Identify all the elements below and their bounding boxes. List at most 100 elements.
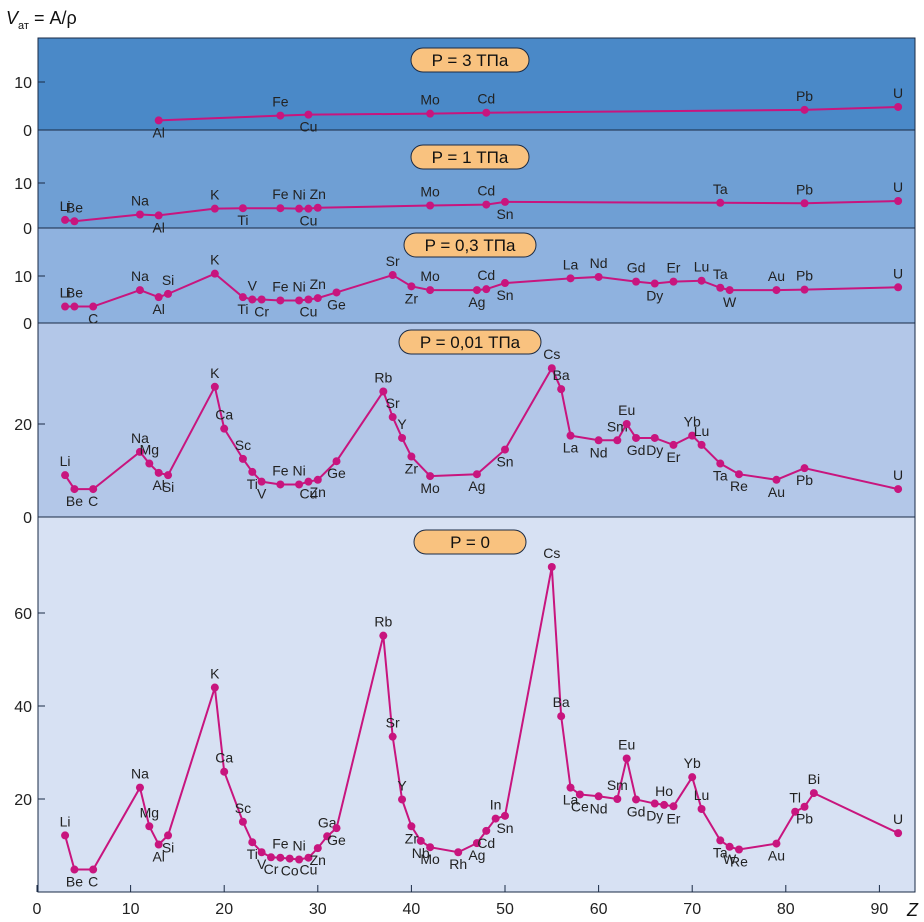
element-label: Cu [299,304,317,320]
data-point-ag [472,470,481,479]
element-label: U [893,811,903,827]
data-point-ag [472,839,481,848]
data-point-ag [472,286,481,295]
element-label: Au [768,484,785,500]
data-point-ni [295,480,304,489]
data-point-zn [313,203,322,212]
data-point-gd [632,277,641,286]
data-point-c [89,485,98,494]
x-axis-ticks: 0 10 20 30 40 50 60 70 80 90 [33,885,888,918]
x-axis-label: Z [906,900,919,920]
data-point-cs [547,562,556,571]
element-label: C [88,493,98,509]
element-label: Fe [272,836,289,852]
data-point-bi [809,789,818,798]
element-label: Lu [694,787,710,803]
element-label: Cr [254,304,269,320]
data-point-gd [632,795,641,804]
element-label: Dy [646,442,663,458]
element-label: V [257,856,267,872]
element-label: Yb [684,414,701,430]
data-point-cd [482,285,491,294]
data-point-cu [304,295,313,304]
element-label: Al [152,849,164,865]
element-label: Fe [272,94,289,110]
element-label: Be [66,199,83,215]
data-point-dy [650,433,659,442]
element-label: Ta [713,468,728,484]
data-point-re [735,845,743,854]
data-point-v [248,295,257,304]
element-label: Si [162,839,174,855]
x-tick-label: 0 [33,901,42,918]
data-point-v [257,477,266,486]
data-point-li [61,831,70,840]
data-point-mo [426,201,435,210]
element-label: Ba [553,367,570,383]
y-tick-label: 20 [14,792,32,809]
data-point-nd [594,436,603,445]
element-label: Mo [420,92,440,108]
y-tick-label: 20 [14,417,32,434]
data-point-w [725,286,734,295]
element-label: Al [152,124,164,140]
data-point-be [70,865,79,874]
element-label: Zn [310,186,326,202]
pressure-badge-label: P = 0,3 ТПа [425,236,516,255]
element-label: Eu [618,402,635,418]
element-label: Nd [590,444,608,460]
data-point-ge [332,824,341,833]
element-label: Cu [299,862,317,878]
element-label: Cd [477,183,495,199]
element-label: Sc [235,800,251,816]
pressure-badge-label: P = 1 ТПа [432,148,509,167]
element-label: C [88,874,98,890]
element-label: Al [152,477,164,493]
data-point-eu [622,420,631,428]
element-label: Be [66,493,83,509]
element-label: Ni [292,278,305,294]
element-label: Ga [318,814,337,830]
element-label: W [723,851,737,867]
element-label: Pb [796,472,813,488]
element-label: Sn [496,287,513,303]
element-label: Ta [713,844,728,860]
element-label: Pb [796,268,813,284]
data-point-lu [697,805,706,814]
pressure-badges: P = 3 ТПа P = 1 ТПа P = 0,3 ТПа P = 0,01 ТП… [398,47,542,555]
y-tick-label: 10 [14,269,32,286]
element-label: K [210,187,220,203]
data-point-li [61,302,70,311]
data-point-pb [800,105,809,114]
element-label: La [563,440,579,456]
element-label: U [893,467,903,483]
element-label: Mg [140,442,159,458]
data-point-nd [594,792,603,801]
data-point-ca [220,767,229,776]
element-label: V [248,278,258,294]
element-label: Na [131,430,149,446]
element-label: Sr [386,253,400,269]
data-point-be [70,485,79,494]
panel-background-4 [38,517,915,892]
element-label: Be [66,874,83,890]
element-label: Li [60,813,71,829]
element-label: Nd [590,255,608,271]
x-tick-label: 20 [215,901,233,918]
element-label: Y [397,416,407,432]
element-label: Gd [627,803,646,819]
pressure-badge-label: P = 3 ТПа [432,51,509,70]
data-point-la [566,431,575,440]
data-point-ba [557,385,566,394]
element-label: Ni [292,462,305,478]
data-point-ca [220,424,229,433]
element-label: Li [60,453,71,469]
element-label: Al [152,301,164,317]
element-label: Dy [646,288,663,304]
element-label: Ag [468,478,485,494]
element-label: Zr [405,461,419,477]
element-label: Zn [310,484,326,500]
data-point-la [566,274,575,283]
data-point-cu [304,477,313,486]
data-point-cd [482,826,491,835]
